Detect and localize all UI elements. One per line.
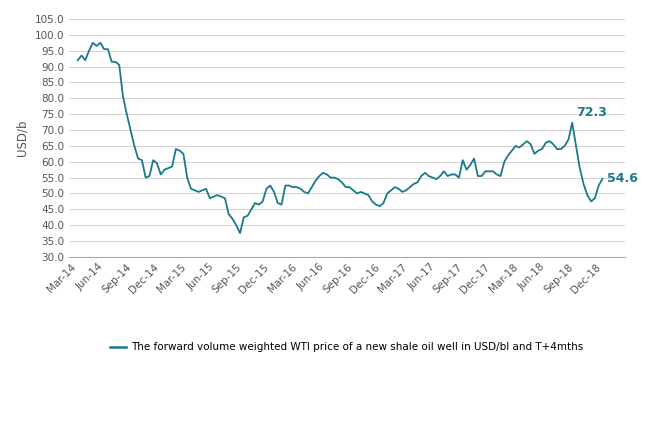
Text: 54.6: 54.6 xyxy=(606,173,638,185)
Y-axis label: USD/b: USD/b xyxy=(15,120,28,156)
Text: 72.3: 72.3 xyxy=(576,106,608,119)
Legend: The forward volume weighted WTI price of a new shale oil well in USD/bl and T+4m: The forward volume weighted WTI price of… xyxy=(106,338,588,357)
